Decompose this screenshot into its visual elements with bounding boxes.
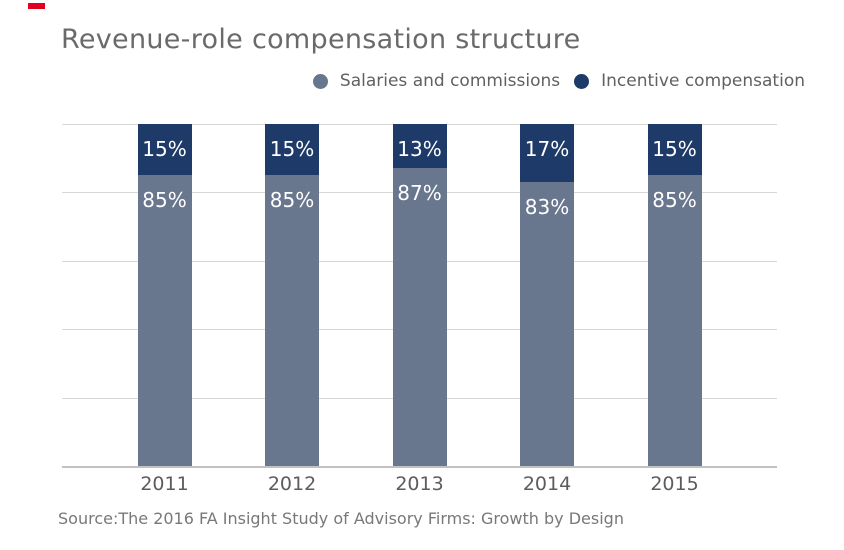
bar-value-label: 83% bbox=[524, 195, 570, 220]
bar-2012: 15% 85% bbox=[265, 124, 319, 466]
bar-segment-salaries: 87% bbox=[392, 168, 447, 466]
bar-2013: 13% 87% bbox=[392, 124, 447, 466]
bar-2015: 15% 85% bbox=[647, 124, 702, 466]
x-axis-line bbox=[62, 466, 777, 468]
chart-title: Revenue-role compensation structure bbox=[61, 24, 581, 55]
legend-label: Salaries and commissions bbox=[339, 71, 561, 91]
legend-dot-icon bbox=[312, 73, 328, 89]
bar-segment-incentive: 15% bbox=[137, 124, 192, 176]
bar-value-label: 15% bbox=[269, 137, 315, 161]
bar-segment-incentive: 15% bbox=[647, 124, 702, 176]
x-axis-label: 2011 bbox=[140, 473, 189, 495]
legend-item-incentive: Incentive compensation bbox=[574, 70, 805, 92]
bar-value-label: 15% bbox=[652, 137, 697, 161]
x-axis-label: 2013 bbox=[395, 473, 444, 495]
bar-2014: 17% 83% bbox=[520, 124, 574, 466]
plot-area: 15% 85% 15% 85% 13% 87% 17% 83% 15% 85% bbox=[62, 124, 777, 468]
bar-value-label: 85% bbox=[269, 188, 315, 213]
x-axis-label: 2015 bbox=[650, 473, 699, 495]
bar-segment-salaries: 83% bbox=[520, 182, 574, 466]
x-axis-label: 2012 bbox=[267, 473, 317, 495]
x-axis-label: 2014 bbox=[522, 473, 572, 495]
legend-label: Incentive compensation bbox=[601, 71, 805, 91]
bar-value-label: 17% bbox=[524, 137, 570, 161]
legend-item-salaries: Salaries and commissions bbox=[312, 70, 561, 92]
bar-2011: 15% 85% bbox=[137, 124, 192, 466]
chart-legend: Salaries and commissions Incentive compen… bbox=[312, 70, 805, 92]
bars-group: 15% 85% 15% 85% 13% 87% 17% 83% 15% 85% bbox=[62, 124, 777, 466]
bar-segment-incentive: 17% bbox=[520, 124, 574, 183]
bar-segment-salaries: 85% bbox=[647, 175, 702, 466]
bar-value-label: 87% bbox=[397, 181, 442, 206]
brand-accent-mark bbox=[28, 3, 45, 9]
bar-segment-incentive: 13% bbox=[392, 124, 447, 169]
bar-value-label: 15% bbox=[142, 137, 187, 161]
bar-segment-salaries: 85% bbox=[265, 175, 319, 466]
x-axis-labels: 2011 2012 2013 2014 2015 bbox=[62, 473, 777, 495]
legend-dot-icon bbox=[574, 73, 590, 89]
bar-value-label: 13% bbox=[397, 137, 442, 161]
bar-segment-salaries: 85% bbox=[137, 175, 192, 466]
bar-segment-incentive: 15% bbox=[265, 124, 319, 176]
bar-value-label: 85% bbox=[652, 188, 697, 213]
bar-value-label: 85% bbox=[142, 188, 187, 213]
source-note: Source:The 2016 FA Insight Study of Advi… bbox=[58, 509, 624, 528]
